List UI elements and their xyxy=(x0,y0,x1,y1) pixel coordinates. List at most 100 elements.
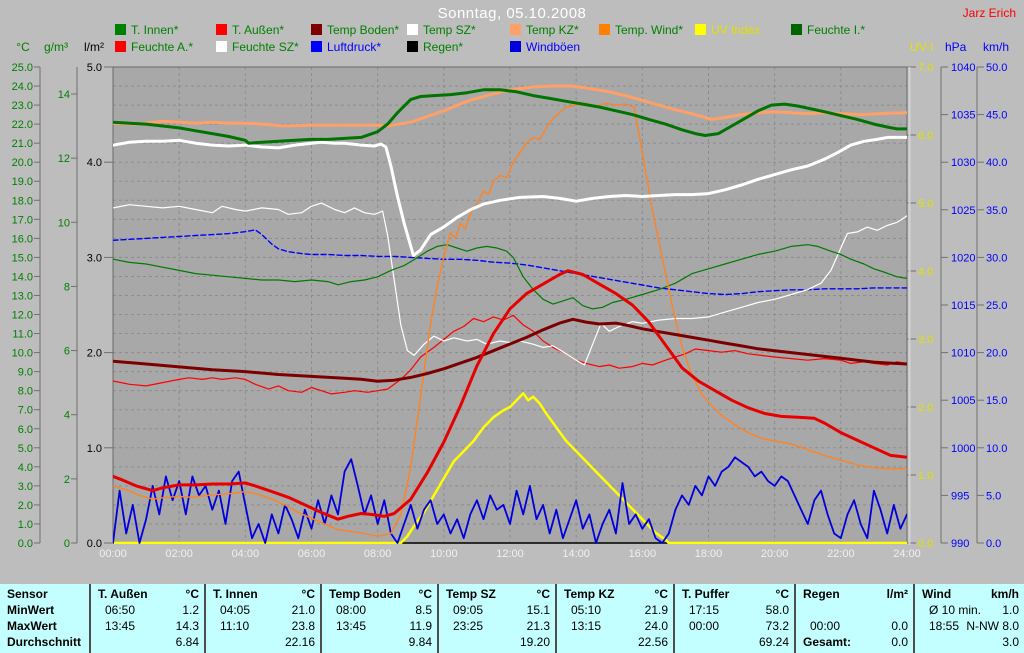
table-cell: 69.24 xyxy=(758,635,789,649)
table-row: T. Innen °C xyxy=(206,587,322,603)
table-row: 06:50 1.2 xyxy=(91,603,206,619)
legend-item: Luftdruck* xyxy=(311,40,381,54)
table-row: Temp SZ °C xyxy=(439,587,557,603)
axis-tick-label: 2.0 xyxy=(87,348,102,360)
axis-header: °C xyxy=(16,40,30,54)
legend-swatch-icon xyxy=(311,41,322,52)
axis-tick-label: 1020 xyxy=(951,252,975,264)
axis-tick-label: 6.0 xyxy=(18,424,33,436)
legend-label: Temp Boden* xyxy=(327,23,400,37)
legend-swatch-icon xyxy=(407,41,418,52)
axis-tick-label: 25.0 xyxy=(986,300,1007,312)
table-cell: 58.0 xyxy=(765,603,789,617)
x-axis-label: 18:00 xyxy=(695,548,723,560)
axis-tick-label: 1000 xyxy=(951,443,975,455)
table-row: 09:05 15.1 xyxy=(439,603,557,619)
axis-tick-label: 20.0 xyxy=(986,348,1007,360)
axis-tick-label: 22.0 xyxy=(12,119,33,131)
table-row-label: Durchschnitt xyxy=(7,635,82,649)
series-t-innen xyxy=(113,88,907,145)
axis-tick-label: 50.0 xyxy=(986,62,1007,74)
axis-tick-label: 20.0 xyxy=(12,157,33,169)
table-row: Regen l/m² xyxy=(796,587,915,603)
axis-header: g/m³ xyxy=(44,40,68,54)
legend-item: Temp. Wind* xyxy=(599,23,683,37)
axis-tick-label: 18.0 xyxy=(12,195,33,207)
table-row: 11:10 23.8 xyxy=(206,619,322,635)
x-axis-label: 24:00 xyxy=(893,548,921,560)
table-cell: Temp Boden xyxy=(329,587,401,601)
table-cell: 00:00 xyxy=(689,619,720,633)
legend-label: T. Außen* xyxy=(232,23,285,37)
axis-tick-label: 4.0 xyxy=(87,157,102,169)
axis-tick-label: 3.0 xyxy=(87,252,102,264)
axis-tick-label: 35.0 xyxy=(986,205,1007,217)
table-cell: T. Außen xyxy=(98,587,148,601)
axis-tick-label: 15.0 xyxy=(12,252,33,264)
table-row: Wind km/h xyxy=(915,587,1024,603)
table-cell: °C xyxy=(654,587,668,601)
table-row: 08:00 8.5 xyxy=(322,603,439,619)
axis-tick-label: 19.0 xyxy=(12,176,33,188)
x-axis-label: 08:00 xyxy=(364,548,392,560)
table-cell: 00:00 xyxy=(810,619,841,633)
table-row: 00:00 73.2 xyxy=(675,619,796,635)
axis-tick-label: 0.0 xyxy=(986,538,1001,550)
legend-label: Regen* xyxy=(423,40,464,54)
series-t-aussen xyxy=(113,269,907,521)
axis-tick-label: 5.0 xyxy=(918,198,933,210)
table-cell: 0.0 xyxy=(891,619,908,633)
legend-label: Feuchte I.* xyxy=(807,23,866,37)
legend-item: Temp Boden* xyxy=(311,23,399,37)
x-axis-label: 14:00 xyxy=(562,548,590,560)
axis-tick-label: 14 xyxy=(58,89,70,101)
table-column-temp-boden: Temp Boden °C 08:00 8.5 13:45 11.9 9.84 xyxy=(320,584,439,653)
axis-tick-label: 3.0 xyxy=(918,334,933,346)
table-cell: 1.0 xyxy=(1002,603,1019,617)
table-row xyxy=(796,603,915,619)
table-row: T. Außen °C xyxy=(91,587,206,603)
table-column-t-au-en: T. Außen °C 06:50 1.2 13:45 14.3 6.84 xyxy=(89,584,206,653)
axis-tick-label: 995 xyxy=(951,490,969,502)
series-temp-sz xyxy=(113,135,907,257)
axis-tick-label: 3.0 xyxy=(18,481,33,493)
table-cell: km/h xyxy=(990,587,1019,601)
table-row: Gesamt: 0.0 xyxy=(796,635,915,651)
axis-tick-label: 24.0 xyxy=(12,81,33,93)
legend: T. Innen* T. Außen* Temp Boden* Temp SZ* Tem… xyxy=(0,0,1024,60)
table-cell: 0.0 xyxy=(891,635,908,649)
axis-tick-label: 30.0 xyxy=(986,252,1007,264)
table-cell: 18:55 xyxy=(929,619,960,633)
axis-tick-label: 1.0 xyxy=(918,470,933,482)
axis-tick-label: 4 xyxy=(64,410,70,422)
table-cell: 1.2 xyxy=(182,603,199,617)
axis-tick-label: 0.0 xyxy=(18,538,33,550)
legend-item: T. Außen* xyxy=(216,23,284,37)
legend-swatch-icon xyxy=(311,24,322,35)
legend-swatch-icon xyxy=(510,24,521,35)
axis-tick-label: 1015 xyxy=(951,300,975,312)
table-cell: °C xyxy=(185,587,199,601)
table-cell: l/m² xyxy=(886,587,908,601)
axis-tick-label: 11.0 xyxy=(12,329,33,341)
axis-tick-label: 1040 xyxy=(951,62,975,74)
table-cell: Gesamt: xyxy=(803,635,852,649)
axis-tick-label: 6 xyxy=(64,346,70,358)
table-cell: 11:10 xyxy=(220,619,250,633)
table-row: 22.16 xyxy=(206,635,322,651)
table-cell: 11.9 xyxy=(409,619,432,633)
table-cell: 23.8 xyxy=(291,619,315,633)
table-row: Temp Boden °C xyxy=(322,587,439,603)
series-feuchte-i xyxy=(113,244,907,310)
table-row: 13:15 24.0 xyxy=(557,619,675,635)
axis-tick-label: 40.0 xyxy=(986,157,1007,169)
table-cell: N-NW 8.0 xyxy=(966,619,1019,633)
table-cell: 73.2 xyxy=(765,619,789,633)
axis-tick-label: 8 xyxy=(64,281,70,293)
axis-header: l/m² xyxy=(84,40,104,54)
x-axis-label: 16:00 xyxy=(629,548,657,560)
axis-tick-label: 12.0 xyxy=(12,310,33,322)
x-axis-label: 12:00 xyxy=(496,548,524,560)
axis-tick-label: 0.0 xyxy=(87,538,102,550)
legend-item: T. Innen* xyxy=(115,23,178,37)
